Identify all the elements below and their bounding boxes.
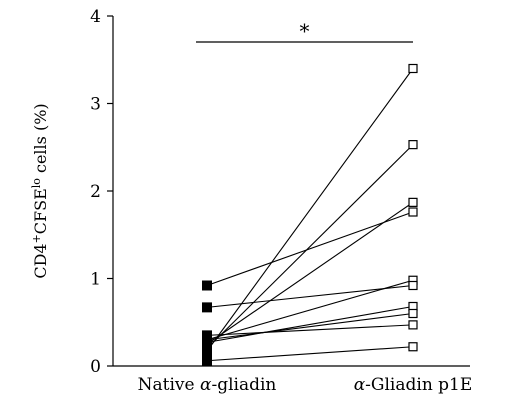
- y-tick-label-3: 3: [90, 95, 101, 115]
- pair-line-4: [206, 305, 414, 343]
- y-axis-title-suffix: cells (%): [31, 103, 50, 178]
- y-tick-label-4: 4: [90, 7, 101, 27]
- p1e-point-1: [408, 63, 418, 74]
- pair-line-8: [206, 284, 414, 308]
- y-tick-label-0: 0: [90, 357, 101, 377]
- pair-line-6: [206, 312, 414, 341]
- significance-annotation: *: [196, 19, 413, 43]
- pair-line-1: [206, 68, 414, 352]
- cat-1-suffix: -Gliadin p1E: [365, 375, 472, 395]
- markers: [202, 63, 418, 366]
- significance-asterisk: *: [300, 19, 310, 43]
- p1e-point-7: [408, 320, 418, 330]
- p1e-point-2: [408, 140, 418, 150]
- p1e-point-6: [408, 308, 418, 319]
- x-category-labels: Native α-gliadin α-Gliadin p1E: [138, 375, 473, 395]
- native-point-0: [202, 355, 212, 366]
- x-category-label-p1e: α-Gliadin p1E: [354, 375, 473, 395]
- pair-line-3: [206, 201, 414, 345]
- pair-line-5: [206, 279, 414, 341]
- p1e-point-3: [408, 197, 418, 207]
- pair-line-9: [206, 211, 414, 287]
- y-axis-title-main-sup: lo: [30, 178, 43, 189]
- y-axis-title-main: CFSE: [31, 188, 50, 234]
- p1e-point-9: [408, 207, 418, 217]
- cat-0-suffix: -gliadin: [211, 375, 276, 395]
- cat-0-greek: α: [200, 375, 212, 395]
- cat-0-prefix: Native: [138, 375, 200, 395]
- y-tick-label-1: 1: [90, 270, 101, 290]
- pair-lines: [206, 68, 414, 362]
- y-axis-title: CD4+CFSElo cells (%): [30, 103, 51, 278]
- native-point-9: [202, 280, 212, 291]
- pair-line-2: [206, 144, 414, 349]
- y-ticks: 0 1 2 3 4: [90, 7, 113, 377]
- native-point-7: [202, 330, 212, 341]
- p1e-point-0: [408, 342, 418, 352]
- cat-1-greek: α: [354, 375, 366, 395]
- p1e-point-8: [408, 280, 418, 291]
- y-axis-title-prefix: CD4: [31, 243, 50, 278]
- pair-line-0: [206, 346, 414, 362]
- y-axis-title-prefix-sup: +: [30, 234, 43, 243]
- x-category-label-native: Native α-gliadin: [138, 375, 277, 395]
- pair-line-7: [206, 324, 414, 336]
- native-point-8: [202, 302, 212, 313]
- y-tick-label-2: 2: [90, 182, 101, 202]
